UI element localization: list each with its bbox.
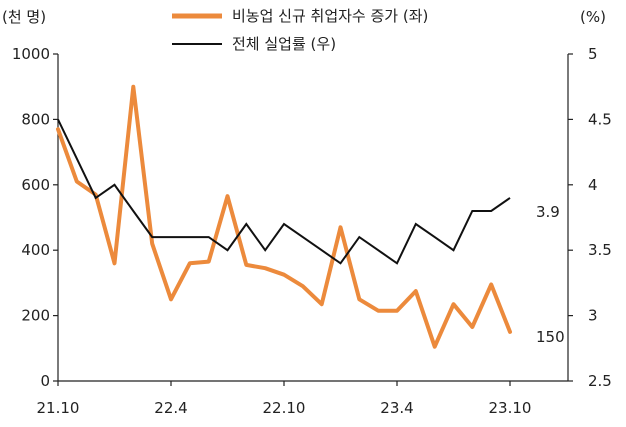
series-employment-line [56, 84, 512, 349]
x-tick-label: 23.4 [380, 399, 413, 417]
x-ticks: 21.10 22.4 22.10 23.4 23.10 [37, 381, 532, 417]
end-label-employment: 150 [536, 328, 565, 346]
y-right-ticks: 2.5 3 3.5 4 4.5 5 [568, 45, 612, 390]
legend-label-unemployment: 전체 실업률 (우) [232, 35, 336, 53]
y-left-tick-label: 400 [21, 241, 50, 259]
y-right-tick-label: 4 [588, 176, 598, 194]
y-left-tick-label: 200 [21, 307, 50, 325]
y-right-tick-label: 2.5 [588, 372, 612, 390]
x-tick-label: 22.10 [263, 399, 306, 417]
legend-label-employment: 비농업 신규 취업자수 증가 (좌) [232, 7, 428, 25]
y-left-tick-label: 600 [21, 176, 50, 194]
x-tick-label: 23.10 [489, 399, 532, 417]
end-label-unemployment: 3.9 [536, 203, 560, 221]
x-tick-label: 22.4 [154, 399, 187, 417]
y-left-ticks: 0 200 400 600 800 1000 [12, 45, 58, 390]
y-left-tick-label: 1000 [12, 45, 50, 63]
y-left-tick-label: 800 [21, 110, 50, 128]
series-unemployment-line [57, 118, 511, 265]
x-tick-label: 21.10 [37, 399, 80, 417]
legend: 비농업 신규 취업자수 증가 (좌) 전체 실업률 (우) [172, 7, 428, 53]
y-left-tick-label: 0 [40, 372, 50, 390]
y-right-tick-label: 3.5 [588, 241, 612, 259]
y-right-unit: (%) [580, 8, 606, 26]
y-right-tick-label: 4.5 [588, 110, 612, 128]
y-right-tick-label: 5 [588, 45, 598, 63]
y-left-unit: (천 명) [2, 8, 46, 26]
y-right-tick-label: 3 [588, 307, 598, 325]
